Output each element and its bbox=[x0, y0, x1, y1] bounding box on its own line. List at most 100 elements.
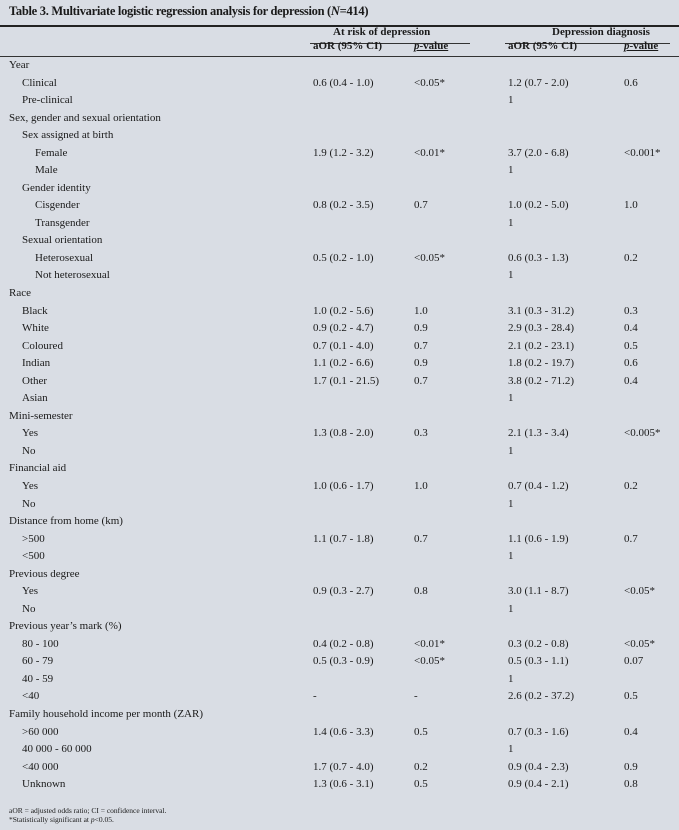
footnote-abbreviations: aOR = adjusted odds ratio; CI = confiden… bbox=[9, 806, 167, 815]
row-label: >500 bbox=[22, 532, 45, 545]
row-label: Coloured bbox=[22, 339, 63, 352]
group-header-at-risk: At risk of depression bbox=[333, 26, 431, 38]
table-row: Financial aid bbox=[0, 460, 679, 478]
row-label: No bbox=[22, 444, 36, 457]
p-value-diagnosis-cell: 0.6 bbox=[624, 357, 638, 370]
top-rule bbox=[0, 25, 679, 27]
table-row: 60 - 79 0.5 (0.3 - 0.9) <0.05* 0.5 (0.3 - 1… bbox=[0, 653, 679, 671]
table-row: Coloured 0.7 (0.1 - 4.0) 0.7 2.1 (0.2 - 23.… bbox=[0, 338, 679, 356]
table-row: Distance from home (km) bbox=[0, 513, 679, 531]
table-row: White 0.9 (0.2 - 4.7) 0.9 2.9 (0.3 - 28.4) 0… bbox=[0, 320, 679, 338]
aor-diagnosis-cell: 0.9 (0.4 - 2.3) bbox=[508, 760, 569, 773]
table-row: Previous degree bbox=[0, 566, 679, 584]
table-row: Sexual orientation bbox=[0, 232, 679, 250]
row-label: Asian bbox=[22, 392, 48, 405]
col-header-aor-2: aOR (95% CI) bbox=[508, 40, 578, 52]
aor-diagnosis-cell: 1 bbox=[508, 602, 514, 615]
aor-diagnosis-cell: 1 bbox=[508, 392, 514, 405]
row-label: Other bbox=[22, 374, 48, 387]
row-label: Sex, gender and sexual orientation bbox=[9, 111, 161, 124]
aor-diagnosis-cell: 3.7 (2.0 - 6.8) bbox=[508, 146, 569, 159]
p-value-at-risk-cell: 0.8 bbox=[414, 585, 428, 598]
aor-at-risk-cell: 1.3 (0.6 - 3.1) bbox=[313, 778, 374, 791]
row-label: Yes bbox=[22, 479, 39, 492]
table-row: >60 000 1.4 (0.6 - 3.3) 0.5 0.7 (0.3 - 1.6)… bbox=[0, 724, 679, 742]
group-rule-diagnosis bbox=[505, 43, 670, 44]
aor-diagnosis-cell: 0.7 (0.4 - 1.2) bbox=[508, 479, 569, 492]
row-label: Heterosexual bbox=[35, 251, 94, 264]
aor-at-risk-cell: 1.1 (0.2 - 6.6) bbox=[313, 357, 374, 370]
p-value-diagnosis-cell: 1.0 bbox=[624, 199, 638, 212]
table-row: 40 - 59 1 bbox=[0, 671, 679, 689]
row-label: 60 - 79 bbox=[22, 655, 54, 668]
row-label: Family household income per month (ZAR) bbox=[9, 707, 203, 720]
row-label: Indian bbox=[22, 357, 51, 370]
aor-diagnosis-cell: 2.1 (0.2 - 23.1) bbox=[508, 339, 574, 352]
p-value-diagnosis-cell: 0.2 bbox=[624, 479, 638, 492]
p-value-at-risk-cell: 1.0 bbox=[414, 479, 428, 492]
row-label: Mini-semester bbox=[9, 409, 73, 422]
table-row: <500 1 bbox=[0, 548, 679, 566]
col-header-p-2: p-value bbox=[624, 40, 659, 52]
row-label: Previous year’s mark (%) bbox=[9, 620, 122, 633]
p-value-diagnosis-cell: 0.6 bbox=[624, 76, 638, 89]
row-label: Pre-clinical bbox=[22, 94, 73, 107]
p-value-diagnosis-cell: <0.001* bbox=[624, 146, 661, 159]
aor-diagnosis-cell: 1.0 (0.2 - 5.0) bbox=[508, 199, 569, 212]
table-row: Yes 1.0 (0.6 - 1.7) 1.0 0.7 (0.4 - 1.2) 0.2 bbox=[0, 478, 679, 496]
row-label: White bbox=[22, 322, 49, 335]
table-row: Gender identity bbox=[0, 180, 679, 198]
row-label: Cisgender bbox=[35, 199, 80, 212]
table-row: Family household income per month (ZAR) bbox=[0, 706, 679, 724]
aor-at-risk-cell: 1.3 (0.8 - 2.0) bbox=[313, 427, 374, 440]
row-label: No bbox=[22, 497, 36, 510]
row-label: Distance from home (km) bbox=[9, 515, 123, 528]
p-value-at-risk-cell: <0.05* bbox=[414, 76, 445, 89]
aor-diagnosis-cell: 1.1 (0.6 - 1.9) bbox=[508, 532, 569, 545]
row-label: Female bbox=[35, 146, 68, 159]
p-value-at-risk-cell: 0.7 bbox=[414, 199, 428, 212]
table-row: Yes 1.3 (0.8 - 2.0) 0.3 2.1 (1.3 - 3.4) <0.0… bbox=[0, 425, 679, 443]
p-value-at-risk-cell: 0.7 bbox=[414, 532, 428, 545]
p-value-diagnosis-cell: 0.4 bbox=[624, 725, 638, 738]
aor-diagnosis-cell: 1 bbox=[508, 497, 514, 510]
p-value-at-risk-cell: 0.9 bbox=[414, 357, 428, 370]
p-value-diagnosis-cell: 0.4 bbox=[624, 374, 638, 387]
table-row: Cisgender 0.8 (0.2 - 3.5) 0.7 1.0 (0.2 - 5.… bbox=[0, 197, 679, 215]
table-row: Mini-semester bbox=[0, 408, 679, 426]
p-value-at-risk-cell: <0.05* bbox=[414, 251, 445, 264]
p-value-diagnosis-cell: 0.8 bbox=[624, 778, 638, 791]
row-label: <40 000 bbox=[22, 760, 59, 773]
table-row: Female 1.9 (1.2 - 3.2) <0.01* 3.7 (2.0 - 6.… bbox=[0, 145, 679, 163]
p-value-diagnosis-cell: 0.4 bbox=[624, 322, 638, 335]
table-row: Yes 0.9 (0.3 - 2.7) 0.8 3.0 (1.1 - 8.7) <0.0… bbox=[0, 583, 679, 601]
table-title: Table 3. Multivariate logistic regressio… bbox=[9, 4, 369, 18]
aor-diagnosis-cell: 1 bbox=[508, 672, 514, 685]
row-label: Sex assigned at birth bbox=[22, 129, 114, 142]
aor-diagnosis-cell: 1 bbox=[508, 269, 514, 282]
row-label: Sexual orientation bbox=[22, 234, 103, 247]
p-value-diagnosis-cell: 0.5 bbox=[624, 690, 638, 703]
table-row: Previous year’s mark (%) bbox=[0, 618, 679, 636]
table-row: No 1 bbox=[0, 496, 679, 514]
table-row: Sex assigned at birth bbox=[0, 127, 679, 145]
table-row: <40 - - 2.6 (0.2 - 37.2) 0.5 bbox=[0, 688, 679, 706]
row-label: Race bbox=[9, 287, 31, 300]
table-row: Sex, gender and sexual orientation bbox=[0, 110, 679, 128]
aor-diagnosis-cell: 1 bbox=[508, 550, 514, 563]
aor-at-risk-cell: 0.5 (0.2 - 1.0) bbox=[313, 251, 374, 264]
aor-at-risk-cell: 0.7 (0.1 - 4.0) bbox=[313, 339, 374, 352]
aor-at-risk-cell: 1.0 (0.6 - 1.7) bbox=[313, 479, 374, 492]
row-label: 80 - 100 bbox=[22, 637, 59, 650]
table-row: >500 1.1 (0.7 - 1.8) 0.7 1.1 (0.6 - 1.9) 0.7 bbox=[0, 531, 679, 549]
p-value-at-risk-cell: <0.05* bbox=[414, 655, 445, 668]
table-row: Transgender 1 bbox=[0, 215, 679, 233]
table-row: Heterosexual 0.5 (0.2 - 1.0) <0.05* 0.6 (0.… bbox=[0, 250, 679, 268]
table-row: Year bbox=[0, 57, 679, 75]
table-row: 40 000 - 60 000 1 bbox=[0, 741, 679, 759]
p-value-diagnosis-cell: 0.9 bbox=[624, 760, 638, 773]
p-value-at-risk-cell: 0.5 bbox=[414, 778, 428, 791]
aor-diagnosis-cell: 1 bbox=[508, 164, 514, 177]
row-label: 40 - 59 bbox=[22, 672, 54, 685]
p-value-at-risk-cell: 0.2 bbox=[414, 760, 428, 773]
